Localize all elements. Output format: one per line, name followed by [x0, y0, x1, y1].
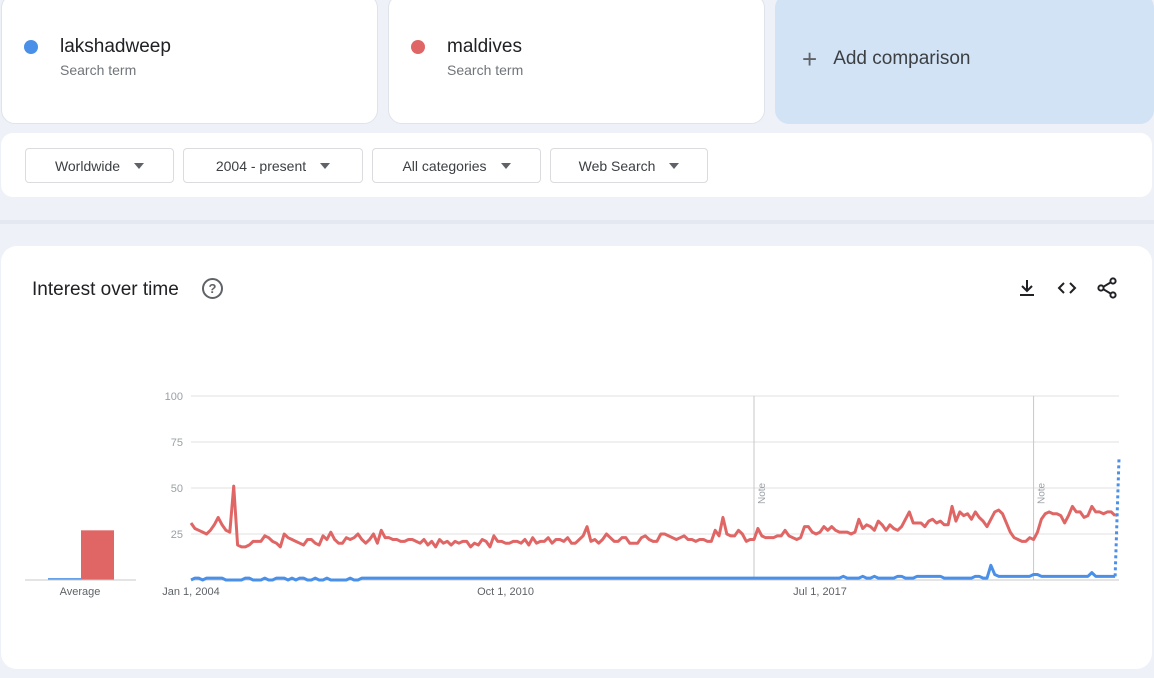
embed-icon[interactable] [1055, 276, 1079, 300]
filter-bar: Worldwide 2004 - present All categories … [1, 133, 1152, 197]
average-bar-lakshadweep [48, 578, 81, 580]
category-value: All categories [402, 157, 487, 174]
series-color-dot [411, 40, 425, 54]
add-comparison-button[interactable]: + Add comparison [775, 0, 1154, 124]
average-label: Average [60, 586, 101, 598]
caret-down-icon [500, 162, 511, 169]
search-term-card-maldives[interactable]: maldives Search term [388, 0, 765, 124]
search-term-sublabel: Search term [60, 62, 137, 78]
average-bar-maldives [81, 530, 114, 580]
time-range-dropdown[interactable]: 2004 - present [183, 148, 363, 183]
x-tick-label: Jan 1, 2004 [162, 586, 220, 598]
region-filter-dropdown[interactable]: Worldwide [25, 148, 174, 183]
series-partial-segment-lakshadweep [1113, 458, 1121, 577]
search-term-card-lakshadweep[interactable]: lakshadweep Search term [1, 0, 378, 124]
search-term-name[interactable]: maldives [447, 36, 522, 57]
category-dropdown[interactable]: All categories [372, 148, 541, 183]
section-title: Interest over time [32, 279, 179, 300]
caret-down-icon [134, 162, 145, 169]
series-line-maldives [189, 484, 1117, 549]
question-circle-icon[interactable]: ? [202, 278, 223, 299]
download-icon[interactable] [1015, 276, 1039, 300]
caret-down-icon [320, 162, 331, 169]
caret-down-icon [669, 162, 680, 169]
series-partial-segment-maldives [1114, 512, 1120, 517]
interest-line-chart: 100 75 50 25 Note Note Jan 1, 2004 Oct 1, 2010 J… [25, 391, 1121, 598]
add-comparison-label: Add comparison [833, 48, 971, 69]
y-tick-label: 75 [171, 437, 183, 449]
x-tick-label: Jul 1, 2017 [793, 586, 847, 598]
plus-icon: + [802, 44, 818, 74]
section-divider [0, 220, 1154, 224]
search-term-name[interactable]: lakshadweep [60, 36, 171, 57]
search-property-value: Web Search [578, 157, 656, 174]
y-tick-label: 50 [171, 483, 183, 495]
note-label: Note [757, 482, 768, 504]
series-line-lakshadweep [190, 563, 1116, 582]
search-property-dropdown[interactable]: Web Search [550, 148, 708, 183]
y-tick-label: 100 [165, 391, 183, 403]
x-tick-label: Oct 1, 2010 [477, 586, 534, 598]
interest-over-time-card: Interest over time ? 100 75 50 25 Note Note Ja… [1, 246, 1152, 669]
y-tick-label: 25 [171, 529, 183, 541]
search-term-sublabel: Search term [447, 62, 524, 78]
region-filter-value: Worldwide [54, 157, 121, 174]
share-icon[interactable] [1095, 276, 1119, 300]
series-color-dot [24, 40, 38, 54]
note-label: Note [1037, 482, 1048, 504]
time-range-value: 2004 - present [215, 157, 307, 174]
